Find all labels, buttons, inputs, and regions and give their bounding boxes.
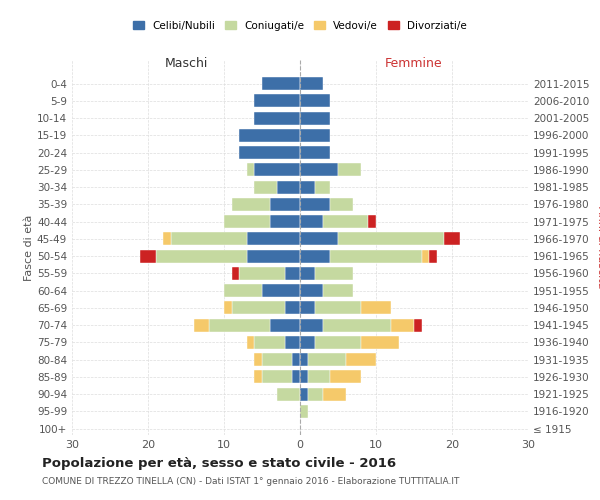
Bar — [232, 302, 285, 314]
Bar — [361, 336, 399, 349]
Bar — [300, 94, 331, 108]
Bar — [247, 232, 300, 245]
Bar — [315, 180, 331, 194]
Text: Femmine: Femmine — [385, 56, 443, 70]
Bar — [300, 267, 315, 280]
Bar — [269, 318, 300, 332]
Text: Maschi: Maschi — [164, 56, 208, 70]
Bar — [254, 164, 300, 176]
Bar — [140, 250, 155, 262]
Bar — [308, 370, 331, 384]
Bar — [232, 198, 269, 211]
Bar — [300, 77, 323, 90]
Bar — [331, 250, 422, 262]
Bar — [254, 353, 262, 366]
Bar — [308, 388, 323, 400]
Bar — [414, 318, 422, 332]
Legend: Celibi/Nubili, Coniugati/e, Vedovi/e, Divorziati/e: Celibi/Nubili, Coniugati/e, Vedovi/e, Di… — [129, 16, 471, 35]
Bar — [323, 388, 346, 400]
Bar — [323, 215, 368, 228]
Bar — [171, 232, 247, 245]
Bar — [361, 302, 391, 314]
Bar — [254, 112, 300, 124]
Bar — [300, 232, 338, 245]
Bar — [368, 215, 376, 228]
Bar — [315, 302, 361, 314]
Bar — [300, 164, 338, 176]
Y-axis label: Anni di nascita: Anni di nascita — [596, 206, 600, 289]
Bar — [338, 232, 445, 245]
Bar — [232, 267, 239, 280]
Bar — [247, 164, 254, 176]
Text: Popolazione per età, sesso e stato civile - 2016: Popolazione per età, sesso e stato civil… — [42, 458, 396, 470]
Bar — [277, 180, 300, 194]
Bar — [262, 77, 300, 90]
Bar — [300, 405, 308, 418]
Bar — [285, 302, 300, 314]
Bar — [247, 336, 254, 349]
Bar — [277, 388, 300, 400]
Bar — [323, 318, 391, 332]
Bar — [346, 353, 376, 366]
Bar — [285, 336, 300, 349]
Bar — [292, 353, 300, 366]
Bar — [315, 336, 361, 349]
Bar — [331, 198, 353, 211]
Bar — [194, 318, 209, 332]
Bar — [285, 267, 300, 280]
Bar — [292, 370, 300, 384]
Bar — [300, 129, 331, 142]
Bar — [224, 215, 269, 228]
Bar — [300, 318, 323, 332]
Bar — [163, 232, 171, 245]
Bar — [429, 250, 437, 262]
Bar — [300, 215, 323, 228]
Bar — [300, 388, 308, 400]
Bar — [269, 198, 300, 211]
Y-axis label: Fasce di età: Fasce di età — [24, 214, 34, 280]
Bar — [155, 250, 247, 262]
Bar — [262, 353, 292, 366]
Bar — [209, 318, 269, 332]
Bar — [300, 146, 331, 159]
Bar — [239, 129, 300, 142]
Bar — [315, 267, 353, 280]
Bar — [300, 302, 315, 314]
Bar — [300, 284, 323, 297]
Bar — [224, 302, 232, 314]
Bar — [224, 284, 262, 297]
Bar — [300, 180, 315, 194]
Bar — [254, 370, 262, 384]
Bar — [254, 180, 277, 194]
Bar — [239, 267, 285, 280]
Bar — [239, 146, 300, 159]
Bar — [254, 94, 300, 108]
Bar — [391, 318, 414, 332]
Bar — [269, 215, 300, 228]
Bar — [308, 353, 346, 366]
Bar — [445, 232, 460, 245]
Bar — [300, 353, 308, 366]
Bar — [338, 164, 361, 176]
Bar — [300, 370, 308, 384]
Bar — [331, 370, 361, 384]
Bar — [254, 336, 285, 349]
Bar — [300, 250, 331, 262]
Bar — [300, 336, 315, 349]
Bar — [422, 250, 429, 262]
Text: COMUNE DI TREZZO TINELLA (CN) - Dati ISTAT 1° gennaio 2016 - Elaborazione TUTTIT: COMUNE DI TREZZO TINELLA (CN) - Dati IST… — [42, 478, 460, 486]
Bar — [247, 250, 300, 262]
Bar — [300, 112, 331, 124]
Bar — [323, 284, 353, 297]
Bar — [300, 198, 331, 211]
Bar — [262, 370, 292, 384]
Bar — [262, 284, 300, 297]
